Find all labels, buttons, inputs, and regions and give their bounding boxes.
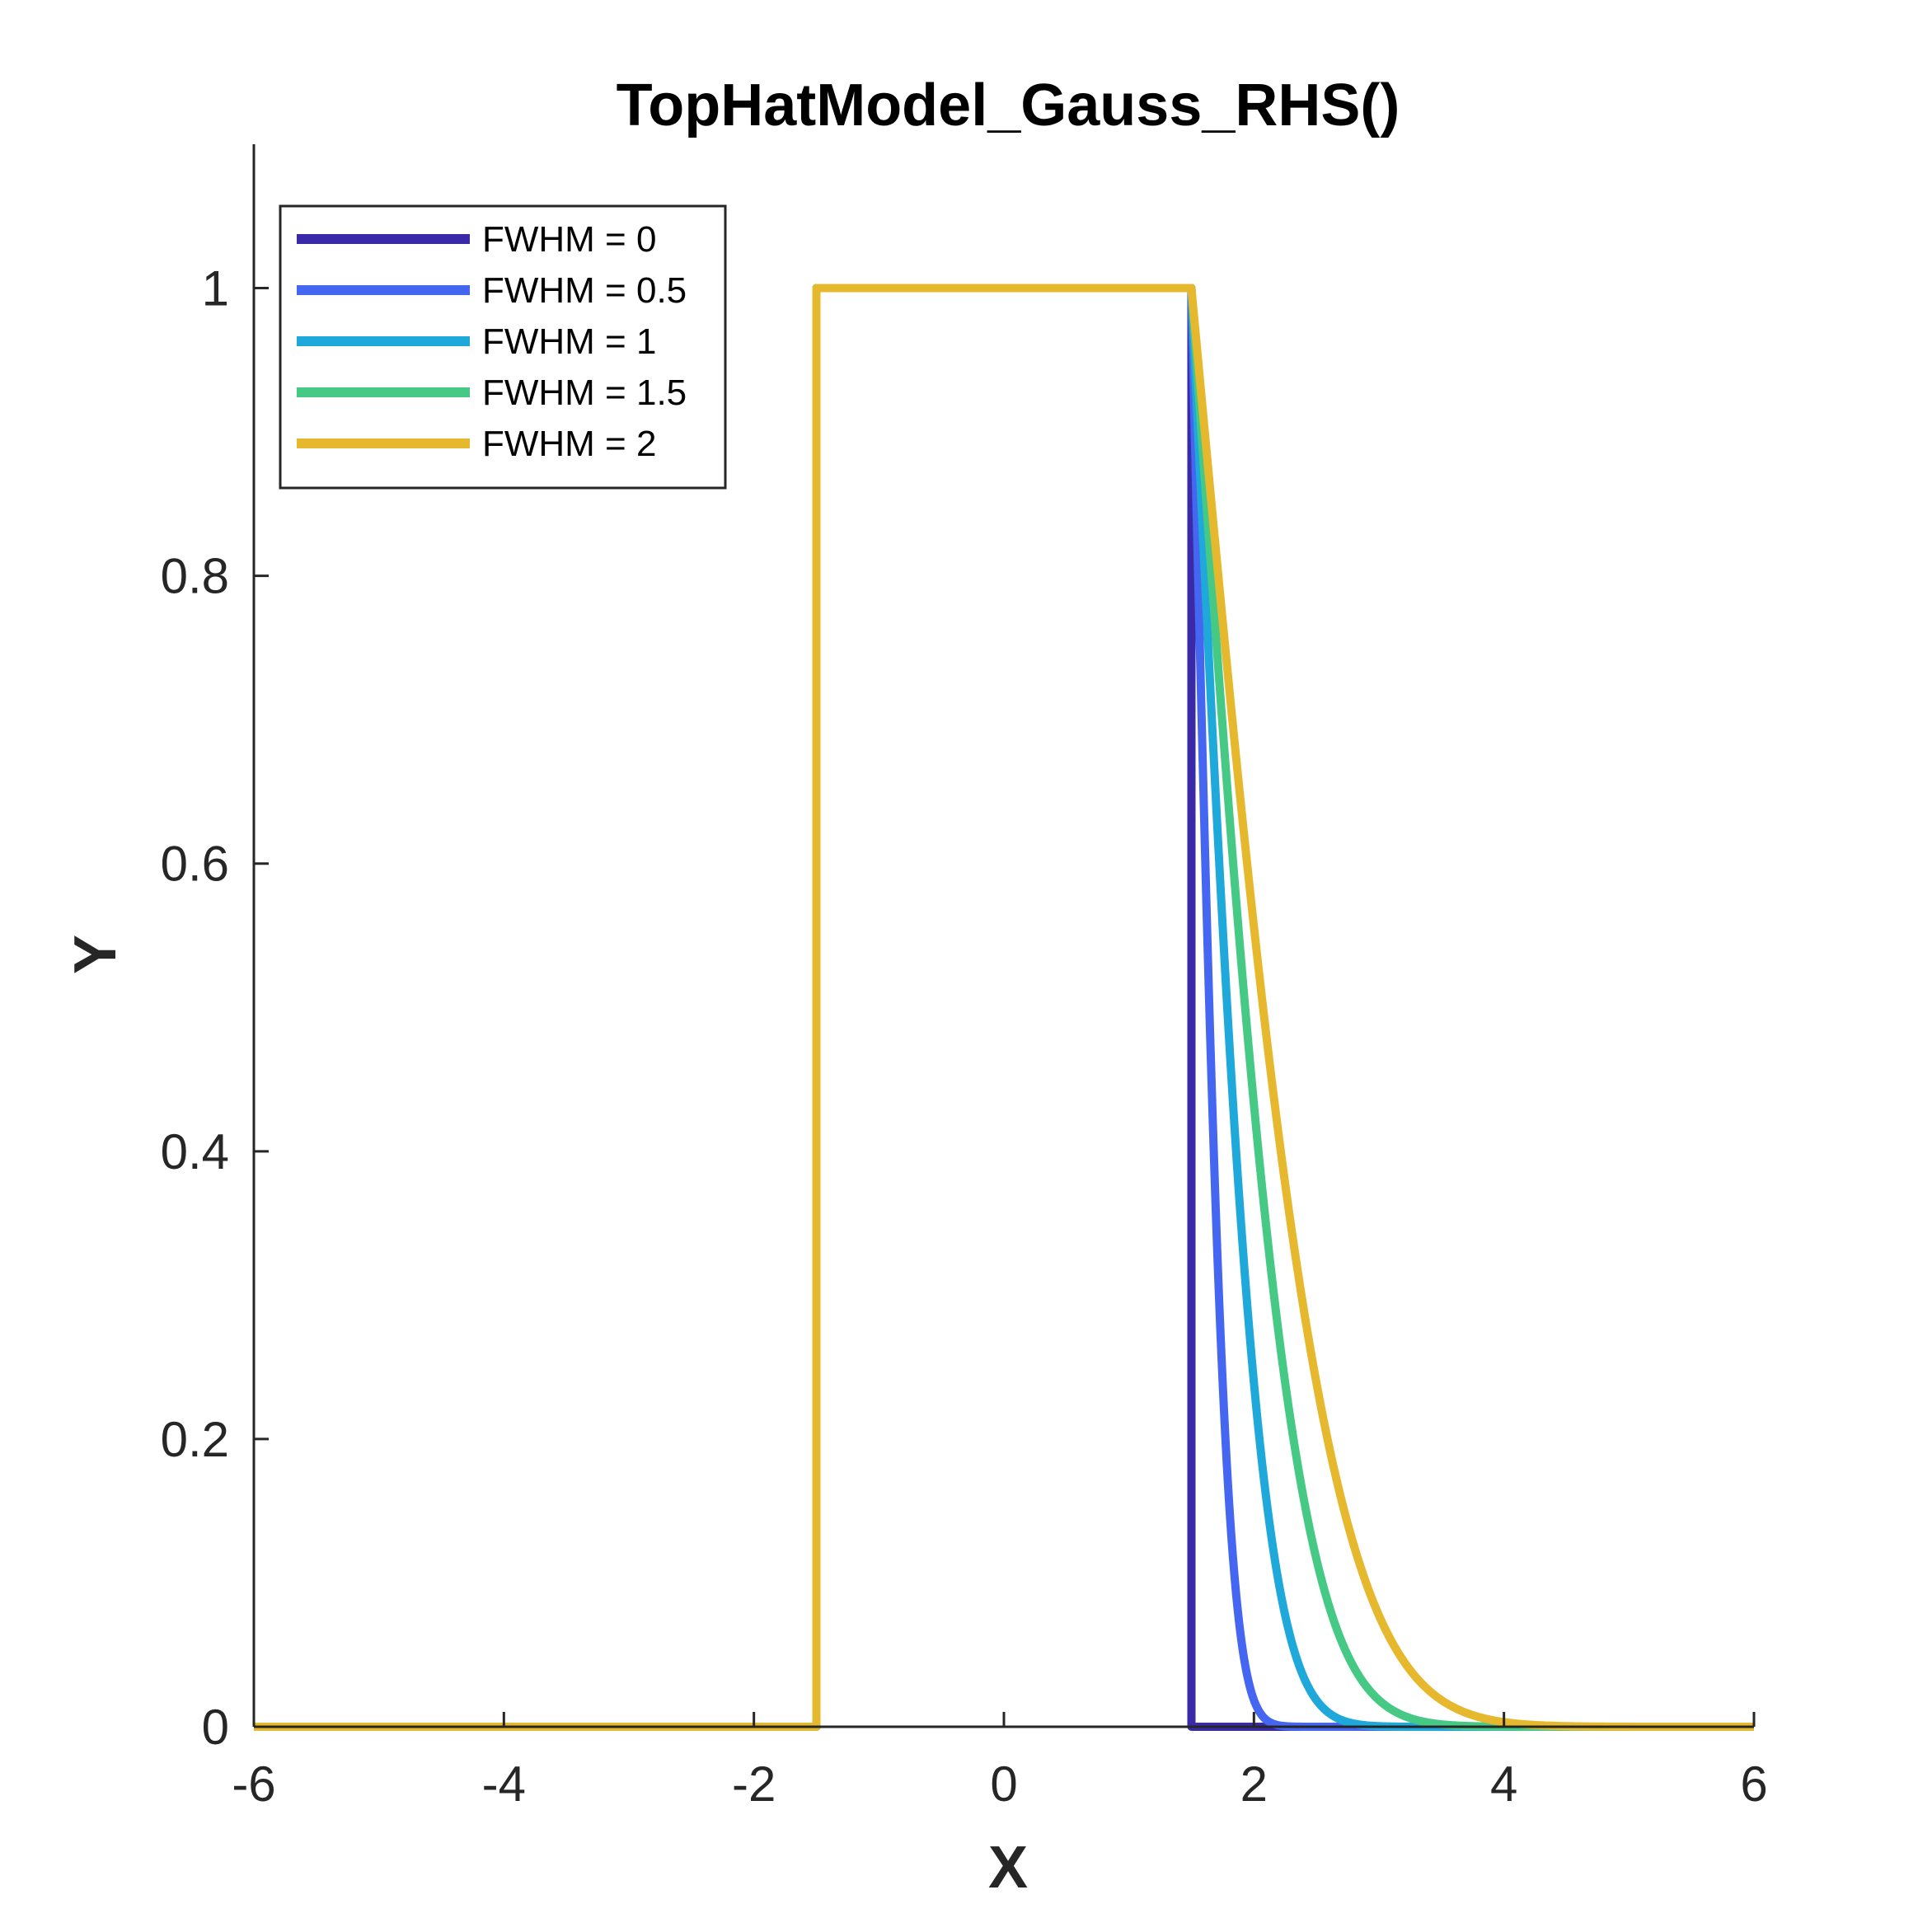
x-tick-label: -2 — [732, 1756, 776, 1812]
legend: FWHM = 0 FWHM = 0.5 FWHM = 1 FWHM = 1.5 FWHM… — [279, 204, 727, 490]
y-tick-label: 0 — [202, 1700, 229, 1755]
series-line — [251, 284, 1757, 1731]
x-tick-label: 6 — [1740, 1756, 1767, 1812]
x-tick-label: -6 — [232, 1756, 275, 1812]
x-tick-label: 4 — [1490, 1756, 1517, 1812]
y-tick-label: 0.2 — [161, 1412, 229, 1467]
series-line — [251, 284, 1757, 1731]
y-tick-label: 0.6 — [161, 837, 229, 892]
x-tick-label: 0 — [990, 1756, 1017, 1812]
legend-label: FWHM = 2 — [482, 424, 656, 464]
legend-label: FWHM = 0 — [482, 219, 656, 260]
x-axis-ticks: -6 -4 -2 0 2 4 6 — [232, 1712, 1768, 1812]
y-axis-label: Y — [63, 935, 129, 974]
y-tick-label: 0.4 — [161, 1124, 229, 1179]
y-axis-ticks: 0 0.2 0.4 0.6 0.8 1 — [161, 261, 269, 1755]
legend-label: FWHM = 0.5 — [482, 270, 687, 311]
legend-label: FWHM = 1 — [482, 321, 656, 362]
series-line — [251, 284, 1757, 1731]
y-tick-label: 1 — [202, 261, 229, 317]
series-line — [251, 284, 1757, 1731]
x-tick-label: -4 — [482, 1756, 526, 1812]
series-line — [251, 284, 1757, 1731]
x-tick-label: 2 — [1240, 1756, 1268, 1812]
x-axis-label: X — [988, 1835, 1028, 1901]
y-tick-label: 0.8 — [161, 549, 229, 604]
plot-area — [251, 284, 1757, 1731]
legend-label: FWHM = 1.5 — [482, 373, 687, 413]
chart-title: TopHatModel_Gauss_RHS() — [617, 73, 1400, 138]
